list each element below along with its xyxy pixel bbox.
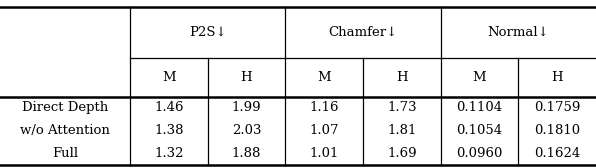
Text: 2.03: 2.03: [232, 124, 261, 137]
Text: Normal↓: Normal↓: [488, 26, 549, 39]
Text: M: M: [162, 71, 176, 84]
Text: Full: Full: [52, 147, 78, 160]
Text: 0.1104: 0.1104: [457, 101, 502, 114]
Text: P2S↓: P2S↓: [189, 26, 226, 39]
Text: 1.38: 1.38: [154, 124, 184, 137]
Text: 1.16: 1.16: [309, 101, 339, 114]
Text: 1.46: 1.46: [154, 101, 184, 114]
Text: Chamfer↓: Chamfer↓: [328, 26, 398, 39]
Text: w/o Attention: w/o Attention: [20, 124, 110, 137]
Text: M: M: [317, 71, 331, 84]
Text: H: H: [551, 71, 563, 84]
Text: H: H: [396, 71, 408, 84]
Text: 0.1810: 0.1810: [534, 124, 581, 137]
Text: H: H: [241, 71, 252, 84]
Text: Direct Depth: Direct Depth: [22, 101, 108, 114]
Text: 1.99: 1.99: [232, 101, 261, 114]
Text: 0.1054: 0.1054: [457, 124, 502, 137]
Text: 0.1624: 0.1624: [534, 147, 581, 160]
Text: 1.07: 1.07: [309, 124, 339, 137]
Text: 1.81: 1.81: [387, 124, 417, 137]
Text: 1.88: 1.88: [232, 147, 261, 160]
Text: 1.01: 1.01: [309, 147, 339, 160]
Text: 1.32: 1.32: [154, 147, 184, 160]
Text: 1.73: 1.73: [387, 101, 417, 114]
Text: 0.0960: 0.0960: [457, 147, 502, 160]
Text: M: M: [473, 71, 486, 84]
Text: 0.1759: 0.1759: [534, 101, 581, 114]
Text: 1.69: 1.69: [387, 147, 417, 160]
